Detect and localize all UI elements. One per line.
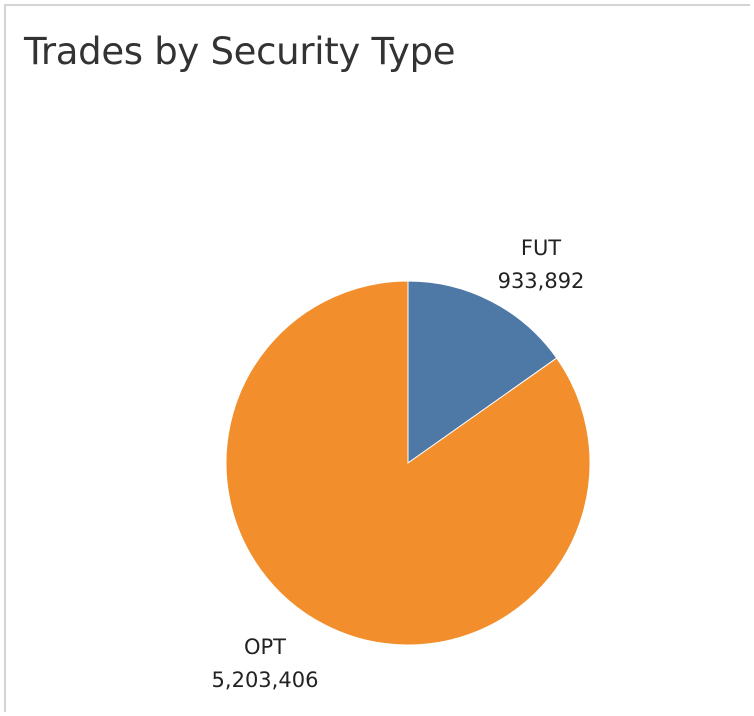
chart-title: Trades by Security Type bbox=[24, 30, 456, 73]
pie-labels: FUT 933,892 OPT 5,203,406 bbox=[212, 236, 585, 692]
slice-label-fut: FUT bbox=[521, 236, 561, 260]
pie-slices bbox=[225, 280, 591, 646]
pie-slice-fut[interactable] bbox=[407, 280, 558, 464]
slice-value-fut: 933,892 bbox=[498, 269, 585, 293]
slice-label-opt: OPT bbox=[244, 635, 286, 659]
pie-slice-opt[interactable] bbox=[225, 280, 591, 646]
slice-value-opt: 5,203,406 bbox=[212, 668, 319, 692]
